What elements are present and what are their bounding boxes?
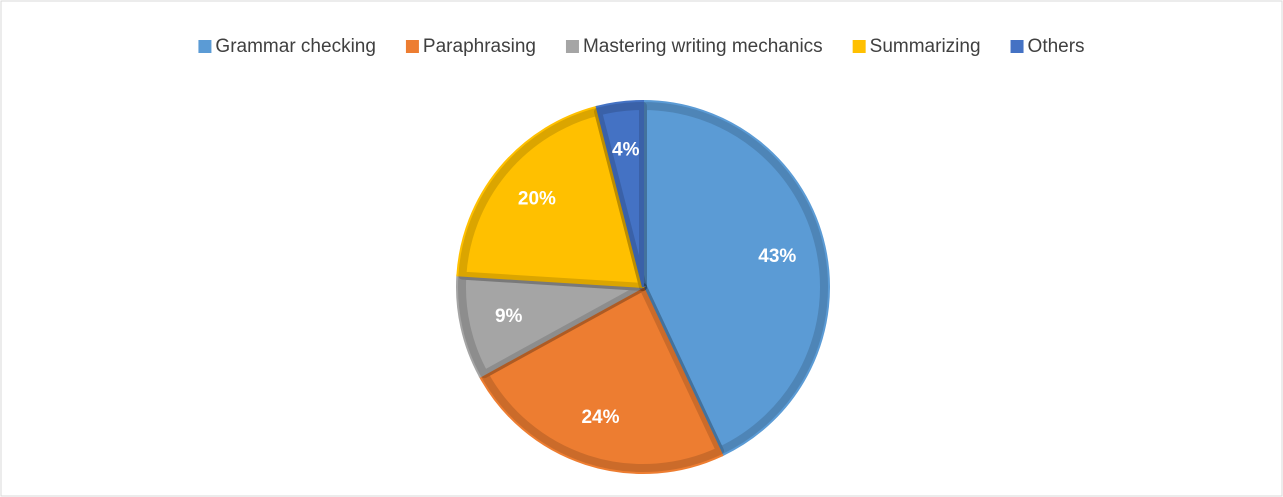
legend: Grammar checking Paraphrasing Mastering wr… xyxy=(198,36,1085,57)
slice-border xyxy=(593,102,647,291)
legend-label: Paraphrasing xyxy=(423,36,536,57)
legend-label: Others xyxy=(1028,36,1085,57)
legend-label: Mastering writing mechanics xyxy=(583,36,823,57)
legend-label: Grammar checking xyxy=(215,36,376,57)
legend-swatch xyxy=(405,40,419,53)
legend-swatch xyxy=(565,40,579,53)
slice-border xyxy=(639,102,828,455)
pie-slice xyxy=(456,274,647,378)
slice-border xyxy=(458,271,647,379)
pie-slice xyxy=(642,99,830,457)
pie-slice xyxy=(595,99,644,288)
data-label: 4% xyxy=(612,139,640,160)
data-label: 9% xyxy=(495,306,523,327)
legend-swatch xyxy=(852,40,866,53)
pie-slice xyxy=(478,285,724,474)
data-label: 20% xyxy=(518,188,556,209)
data-label: 43% xyxy=(758,246,796,267)
legend-swatch xyxy=(1010,40,1024,53)
legend-label: Summarizing xyxy=(870,36,981,57)
legend-swatch xyxy=(198,40,212,53)
pie-slice xyxy=(456,105,645,289)
slice-border xyxy=(458,107,647,291)
data-label: 24% xyxy=(581,407,619,428)
slice-border xyxy=(480,283,725,472)
